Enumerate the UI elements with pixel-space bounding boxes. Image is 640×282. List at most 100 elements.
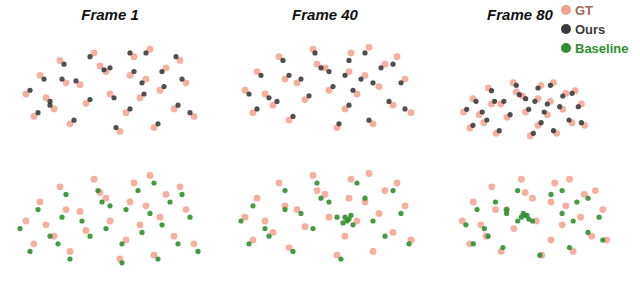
point (600, 237, 605, 242)
point (137, 221, 144, 228)
point (366, 118, 371, 123)
point (362, 196, 367, 201)
figure: Frame 1Frame 40Frame 80GTOursBaseline (0, 0, 640, 282)
point (348, 176, 355, 183)
point (147, 211, 152, 216)
point (531, 131, 536, 136)
point (497, 128, 502, 133)
point (155, 256, 160, 261)
point (515, 188, 520, 193)
point (159, 222, 164, 227)
point (366, 44, 373, 51)
point (141, 91, 146, 96)
point (171, 233, 178, 240)
point (177, 183, 184, 190)
point (77, 208, 84, 215)
series-points (459, 176, 610, 259)
point (195, 249, 200, 254)
point (274, 99, 279, 104)
point (398, 80, 403, 85)
point (350, 222, 355, 227)
point (402, 106, 407, 111)
point (250, 203, 255, 208)
point (63, 206, 70, 213)
point (306, 93, 311, 98)
point (346, 103, 351, 108)
point (107, 218, 114, 225)
point (139, 80, 144, 85)
point (262, 226, 267, 231)
series-points (463, 188, 605, 258)
point (35, 110, 40, 115)
panel (238, 170, 414, 262)
point (167, 199, 172, 204)
point (161, 84, 166, 89)
point (390, 188, 395, 193)
point (378, 65, 383, 70)
point (330, 84, 335, 89)
point (282, 188, 287, 193)
point (579, 120, 584, 125)
point (187, 110, 192, 115)
point (342, 233, 349, 240)
legend: GTOursBaseline (561, 3, 628, 56)
point (63, 192, 68, 197)
point (258, 73, 263, 78)
point (95, 188, 100, 193)
point (560, 188, 565, 193)
point (254, 195, 261, 202)
point (535, 85, 540, 90)
point (348, 213, 353, 218)
series-points (27, 50, 192, 130)
point (179, 192, 184, 197)
point (473, 99, 478, 104)
series-points (23, 172, 198, 262)
point (99, 199, 104, 204)
point (67, 248, 74, 255)
series-points (23, 46, 198, 135)
point-cloud (23, 46, 198, 135)
point (570, 91, 575, 96)
point (545, 101, 550, 106)
point (326, 214, 333, 221)
point (131, 69, 136, 74)
point (23, 218, 30, 225)
point (515, 218, 520, 223)
point (539, 120, 544, 125)
panel (17, 172, 200, 265)
point (298, 76, 303, 81)
point-cloud (17, 172, 200, 265)
point (557, 104, 562, 109)
point (41, 76, 46, 81)
point (394, 180, 401, 187)
point (518, 176, 525, 183)
point-cloud (242, 44, 415, 131)
point (386, 99, 391, 104)
point (151, 180, 156, 185)
point (87, 97, 92, 102)
point-cloud (238, 170, 414, 262)
point (470, 123, 475, 128)
point (394, 53, 401, 60)
point (408, 109, 415, 116)
point (286, 73, 291, 78)
point (406, 241, 411, 246)
point (548, 199, 555, 206)
point-cloud (459, 176, 610, 259)
point (326, 199, 331, 204)
series-points (460, 79, 588, 139)
point (266, 234, 271, 239)
point (336, 121, 341, 126)
point (131, 180, 138, 187)
point (551, 128, 556, 133)
point (27, 249, 32, 254)
point (471, 241, 476, 246)
legend-marker (561, 5, 571, 15)
point (254, 106, 259, 111)
series-points (246, 50, 407, 126)
point (560, 93, 565, 98)
point (119, 241, 124, 246)
legend-label: Ours (575, 22, 605, 37)
point (464, 107, 469, 112)
series-points (238, 180, 411, 261)
